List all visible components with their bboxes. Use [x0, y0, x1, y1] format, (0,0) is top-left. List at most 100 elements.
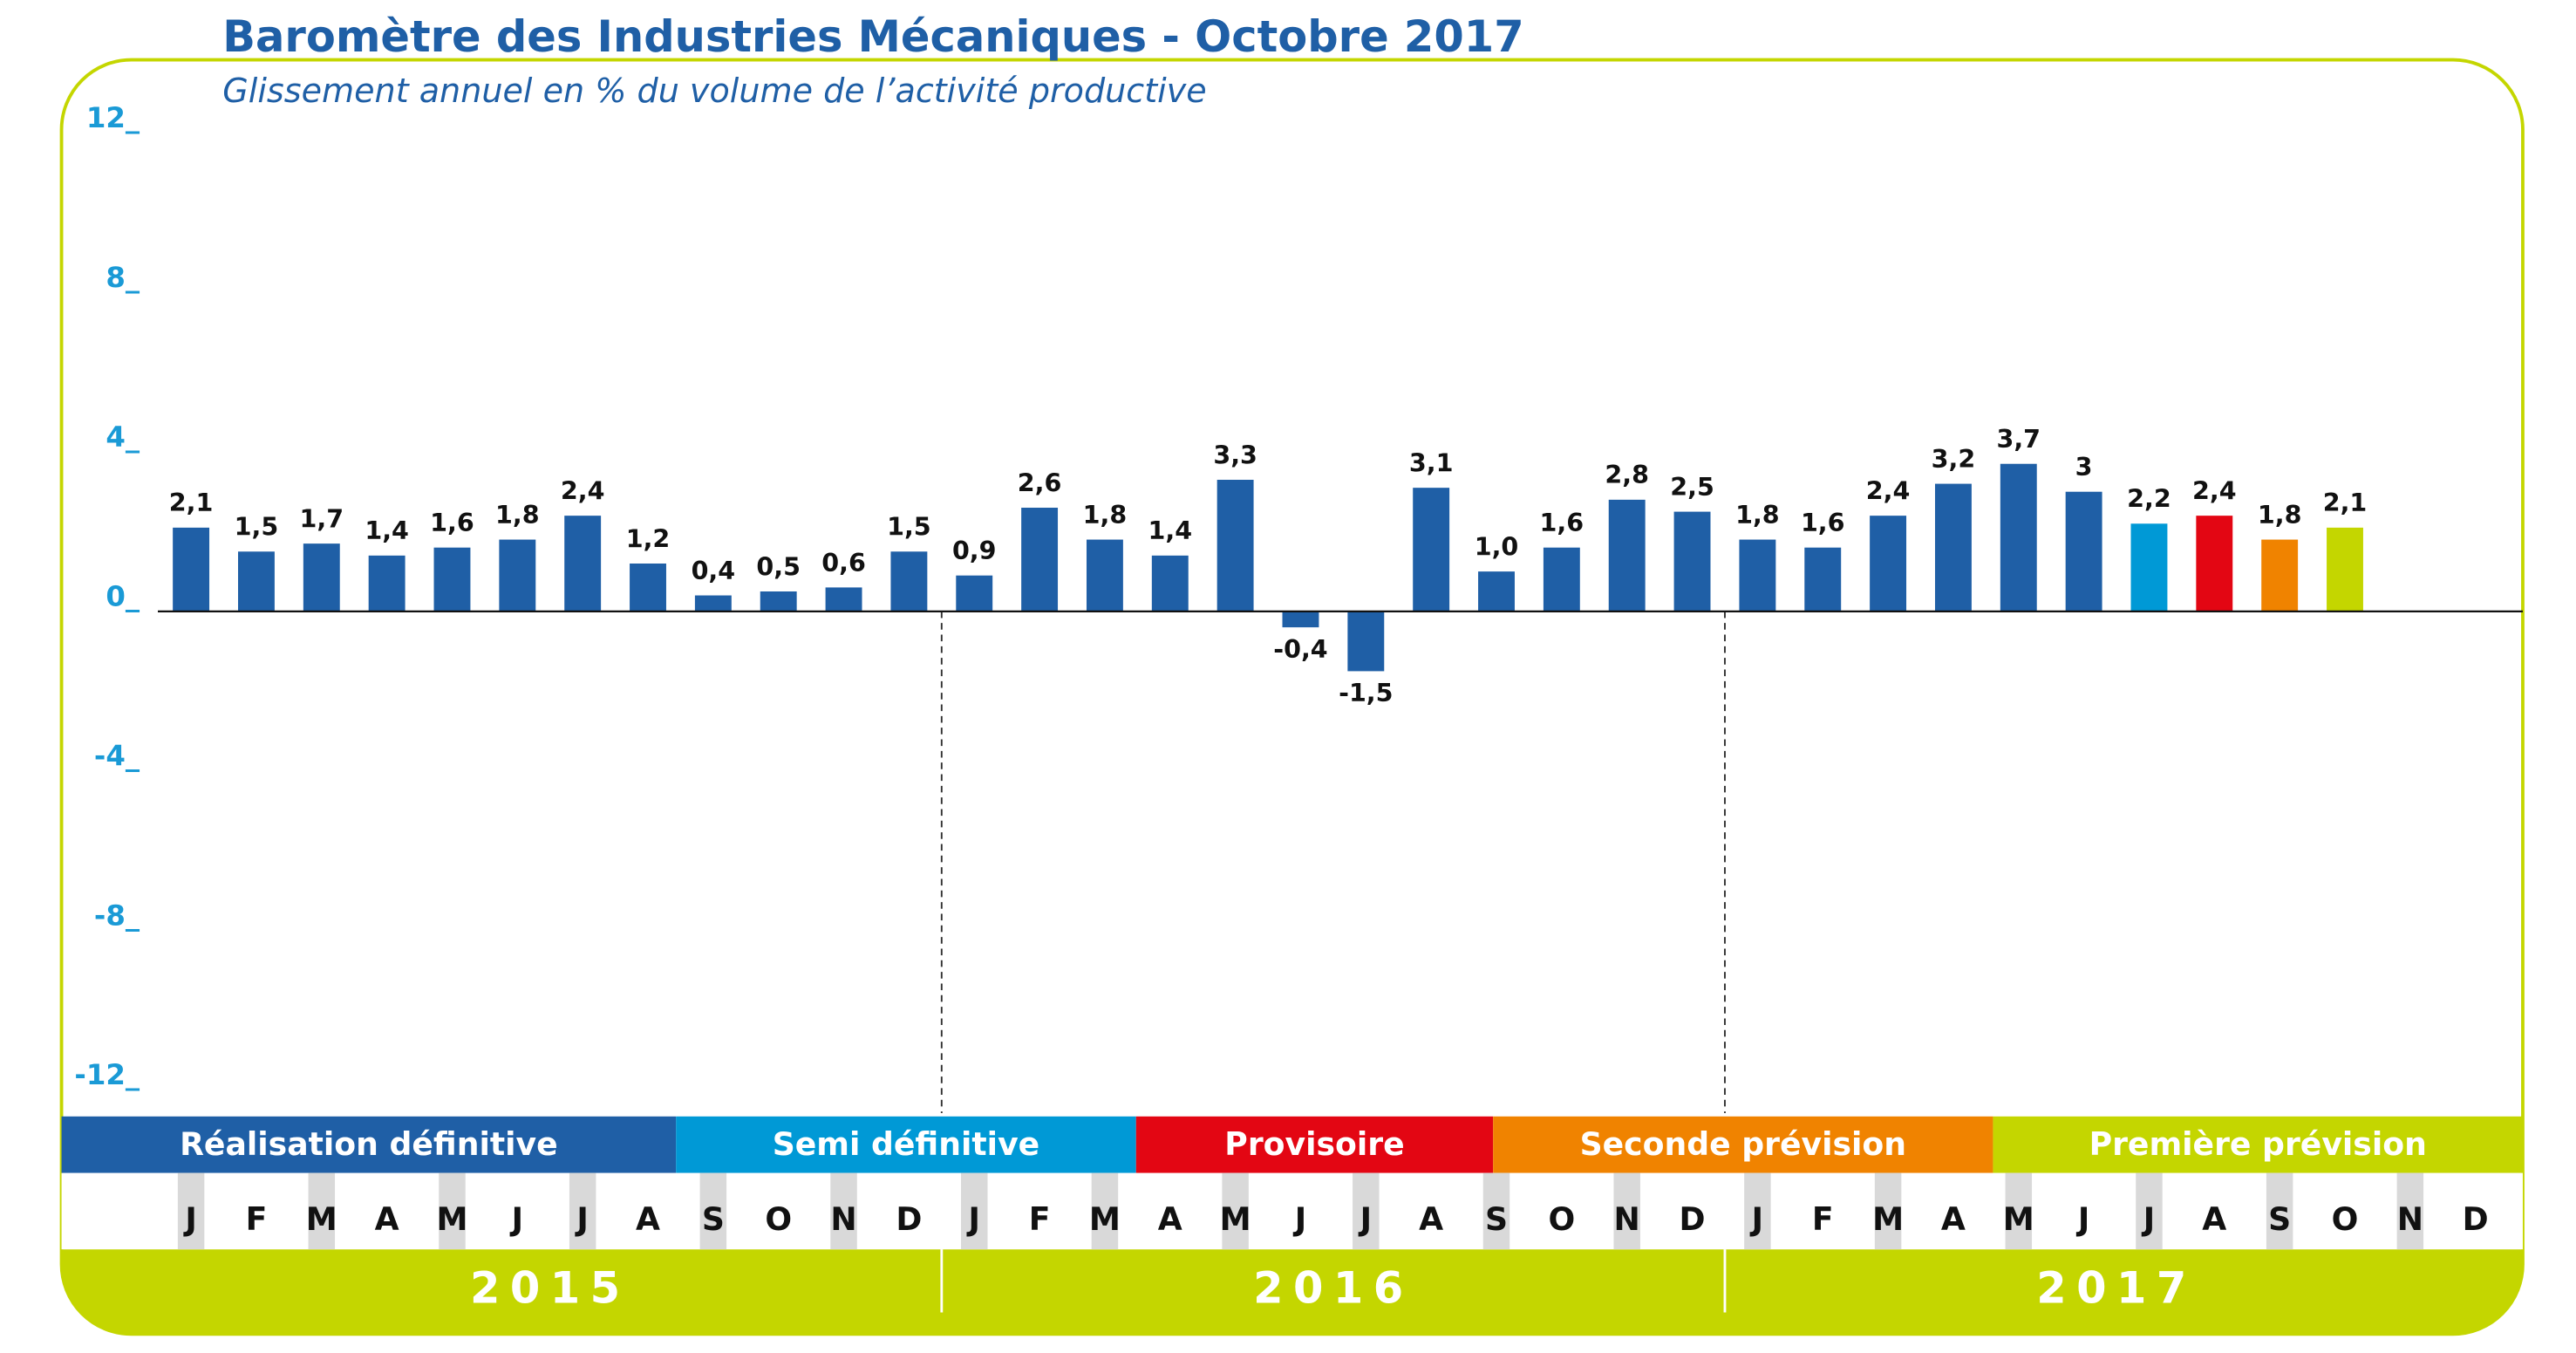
year-label: 2016 — [1253, 1262, 1413, 1313]
x-tick-label: A — [375, 1200, 399, 1238]
x-tick-label: A — [1158, 1200, 1182, 1238]
value-label: 0,5 — [756, 551, 801, 581]
x-tick-label: M — [1220, 1200, 1251, 1238]
value-label: 2,8 — [1605, 460, 1649, 489]
x-tick-label: S — [1485, 1200, 1508, 1238]
x-tick-label: O — [765, 1200, 792, 1238]
x-tick-label: A — [636, 1200, 660, 1238]
value-label: 2,4 — [1866, 475, 1911, 505]
bar — [1543, 547, 1580, 612]
bar — [1151, 555, 1189, 612]
x-tick-label: J — [509, 1200, 523, 1238]
x-tick-label: N — [830, 1200, 856, 1238]
value-label: 3,1 — [1409, 448, 1454, 477]
month-cell — [569, 1172, 596, 1250]
value-label: 1,8 — [1735, 500, 1780, 530]
x-tick-label: D — [896, 1200, 922, 1238]
value-label: 0,9 — [952, 536, 997, 565]
phase-label: Première prévision — [2089, 1125, 2427, 1163]
value-label: 2,6 — [1018, 468, 1062, 497]
y-tick-label: 8_ — [106, 261, 140, 294]
bar — [694, 595, 732, 612]
phase-band — [676, 1116, 1136, 1173]
value-label: 1,5 — [235, 512, 279, 542]
phase-label: Semi définitive — [773, 1125, 1039, 1163]
value-label: 1,2 — [626, 523, 671, 553]
year-band — [61, 1249, 2523, 1335]
x-tick-label: F — [246, 1200, 268, 1238]
bar — [1413, 488, 1450, 612]
value-label: -1,5 — [1339, 678, 1393, 707]
value-label: 2,2 — [2127, 484, 2171, 514]
month-band — [61, 1172, 2523, 1250]
value-label: 1,4 — [365, 516, 409, 545]
month-cell — [1744, 1172, 1771, 1250]
x-tick-label: O — [2332, 1200, 2359, 1238]
phase-label: Réalisation définitive — [180, 1125, 558, 1163]
bar — [499, 539, 536, 612]
phase-label: Provisoire — [1224, 1125, 1404, 1163]
value-label: 3,3 — [1213, 440, 1257, 469]
bar — [2130, 523, 2168, 612]
phase-band — [1993, 1116, 2523, 1173]
x-tick-label: J — [182, 1200, 196, 1238]
x-tick-label: F — [1812, 1200, 1834, 1238]
bar — [890, 551, 928, 612]
x-tick-label: J — [1749, 1200, 1763, 1238]
x-tick-label: F — [1029, 1200, 1051, 1238]
value-label: 1,0 — [1475, 531, 1519, 561]
value-label: 1,5 — [887, 512, 931, 542]
value-label: 2,1 — [169, 488, 214, 517]
value-label: 1,6 — [430, 508, 474, 537]
x-tick-label: M — [2003, 1200, 2034, 1238]
bar — [564, 516, 602, 612]
bar — [760, 591, 797, 612]
month-cell — [1613, 1172, 1640, 1250]
y-tick-label: 4_ — [106, 420, 140, 454]
phase-band — [1135, 1116, 1494, 1173]
month-cell — [2005, 1172, 2033, 1250]
chart-subtitle: Glissement annuel en % du volume de l’ac… — [222, 72, 1206, 110]
x-tick-label: D — [2463, 1200, 2489, 1238]
x-tick-label: J — [966, 1200, 980, 1238]
bar — [1739, 539, 1776, 612]
x-tick-label: M — [1089, 1200, 1121, 1238]
bar — [1021, 508, 1059, 612]
x-tick-label: M — [306, 1200, 337, 1238]
x-tick-label: S — [2268, 1200, 2291, 1238]
month-cell — [308, 1172, 336, 1250]
value-label: 3 — [2075, 452, 2093, 482]
value-label: 1,6 — [1540, 508, 1584, 537]
month-cell — [2136, 1172, 2163, 1250]
month-cell — [699, 1172, 727, 1250]
x-tick-label: M — [1872, 1200, 1904, 1238]
month-cell — [439, 1172, 466, 1250]
x-tick-label: J — [1292, 1200, 1306, 1238]
x-tick-label: O — [1548, 1200, 1575, 1238]
bar — [1673, 511, 1711, 612]
month-cell — [1482, 1172, 1510, 1250]
x-tick-label: M — [436, 1200, 467, 1238]
value-label: 0,4 — [692, 556, 736, 585]
month-cell — [961, 1172, 988, 1250]
y-tick-label: -12_ — [74, 1058, 140, 1091]
bar — [368, 555, 405, 612]
bar — [1870, 516, 1907, 612]
value-label: 1,8 — [495, 500, 540, 530]
year-label: 2015 — [470, 1262, 630, 1313]
bar — [1216, 480, 1254, 612]
y-tick-label: -8_ — [94, 899, 140, 932]
month-cell — [1874, 1172, 1902, 1250]
y-tick-label: 12_ — [86, 101, 140, 134]
value-label: -0,4 — [1273, 634, 1327, 664]
month-cell — [2266, 1172, 2293, 1250]
value-label: 2,1 — [2323, 488, 2368, 517]
x-tick-label: J — [2075, 1200, 2089, 1238]
phase-band — [1493, 1116, 1993, 1173]
year-label: 2017 — [2036, 1262, 2196, 1313]
chart-title: Baromètre des Industries Mécaniques - Oc… — [222, 11, 1523, 62]
phase-label: Seconde prévision — [1580, 1125, 1906, 1163]
x-tick-label: S — [702, 1200, 725, 1238]
value-label: 1,4 — [1148, 516, 1192, 545]
